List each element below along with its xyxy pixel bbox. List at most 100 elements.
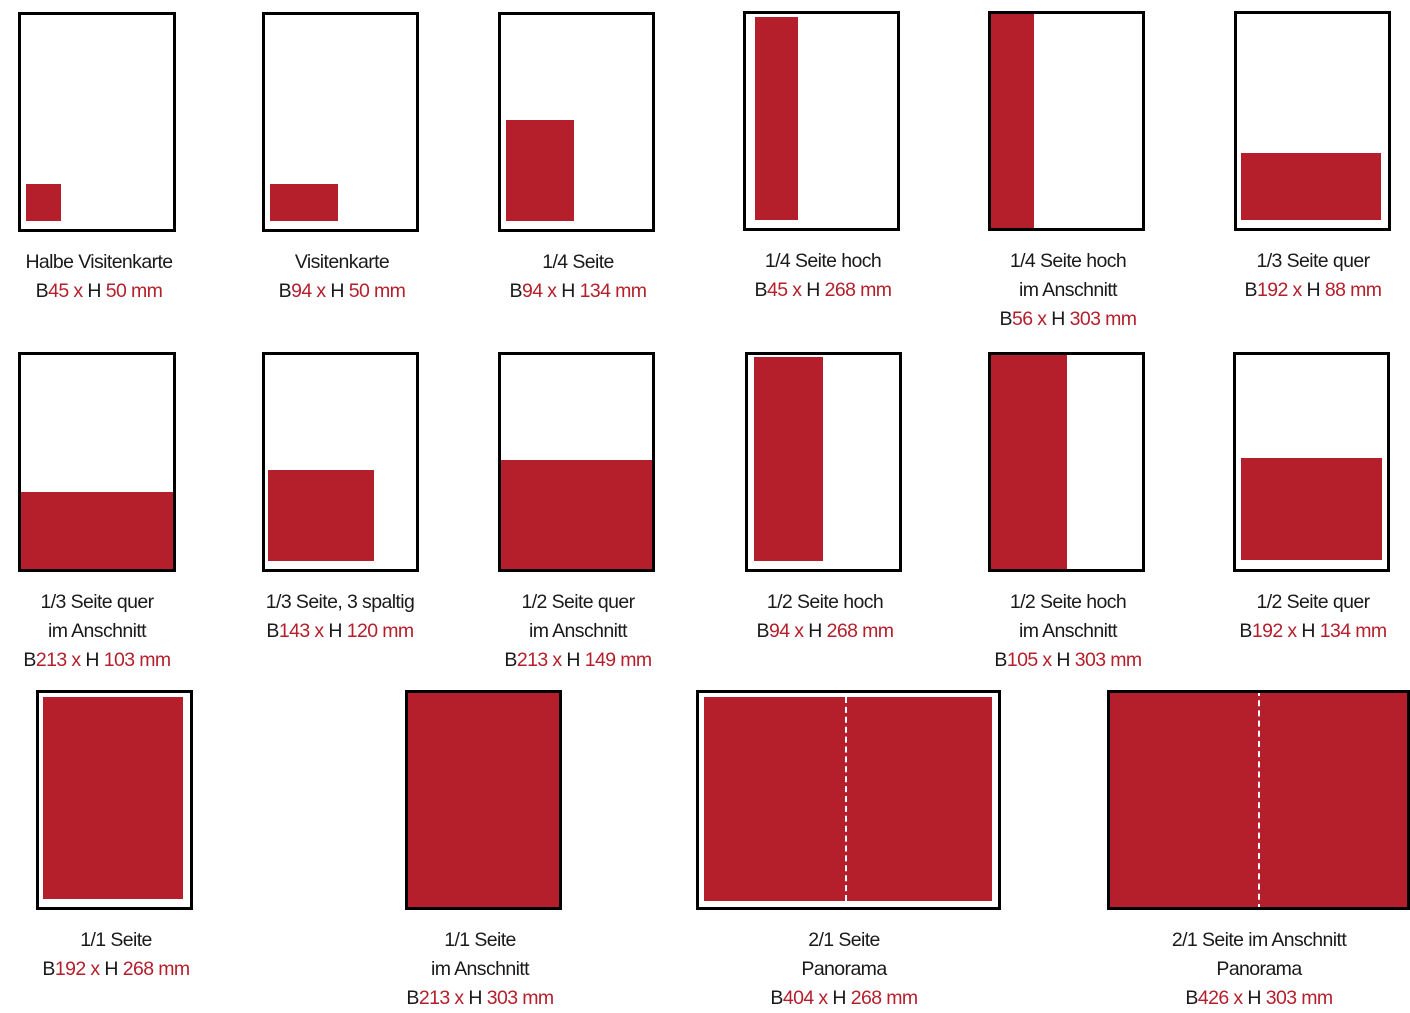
height-prefix: H <box>330 280 344 302</box>
width-prefix: B <box>504 649 517 671</box>
height-value: 268 <box>826 620 858 642</box>
width-value: 94 <box>768 620 790 642</box>
width-prefix: B <box>406 987 419 1009</box>
format-caption: 1/2 Seite hoch B94 x H 268 mm <box>705 588 945 646</box>
format-dimensions: B45 x H 50 mm <box>0 277 219 306</box>
format-dimensions: B94 x H 268 mm <box>705 617 945 646</box>
height-prefix: H <box>87 280 101 302</box>
unit-label: mm <box>886 987 918 1009</box>
ad-area <box>506 120 574 221</box>
ad-area <box>991 14 1034 228</box>
fold-line <box>845 697 847 901</box>
format-name: im Anschnitt <box>431 958 530 980</box>
format-caption: 2/1 Seite Panorama B404 x H 268 mm <box>724 926 964 1013</box>
width-prefix: B <box>754 279 768 301</box>
height-value: 88 <box>1324 279 1346 301</box>
height-prefix: H <box>1247 987 1261 1009</box>
times-sign: x <box>547 280 557 302</box>
format-caption: 1/1 Seite B192 x H 268 mm <box>0 926 236 984</box>
format-name: Panorama <box>1216 958 1302 980</box>
ad-area <box>754 357 823 561</box>
width-value: 426 <box>1197 987 1229 1009</box>
width-value: 213 <box>418 987 450 1009</box>
page-frame <box>262 352 419 572</box>
times-sign: x <box>1037 308 1047 330</box>
times-sign: x <box>1292 279 1303 301</box>
unit-label: mm <box>139 649 171 671</box>
unit-label: mm <box>382 620 414 642</box>
width-value: 94 <box>291 280 312 302</box>
page-frame <box>1234 11 1391 231</box>
times-sign: x <box>794 620 804 642</box>
unit-label: mm <box>1105 308 1137 330</box>
format-caption: 1/3 Seite, 3 spaltig B143 x H 120 mm <box>220 588 460 646</box>
ad-area <box>43 697 183 899</box>
format-dimensions: B94 x H 50 mm <box>222 277 462 306</box>
ad-area <box>21 492 173 569</box>
format-name: 1/1 Seite <box>80 929 152 951</box>
page-frame <box>498 12 655 232</box>
ad-area <box>755 17 798 220</box>
width-value: 213 <box>35 649 67 671</box>
unit-label: mm <box>1301 987 1333 1009</box>
format-dimensions: B45 x H 268 mm <box>703 276 943 305</box>
fold-line <box>1258 693 1260 907</box>
format-name: 2/1 Seite <box>808 929 880 951</box>
unit-label: mm <box>620 649 652 671</box>
width-prefix: B <box>35 280 49 302</box>
page-frame <box>262 12 419 232</box>
unit-label: mm <box>1110 649 1142 671</box>
times-sign: x <box>71 649 81 671</box>
width-value: 404 <box>782 987 814 1009</box>
width-prefix: B <box>756 620 770 642</box>
format-caption: 1/2 Seite quer B192 x H 134 mm <box>1193 588 1410 646</box>
height-prefix: H <box>561 280 575 302</box>
width-value: 192 <box>1251 620 1283 642</box>
times-sign: x <box>552 649 562 671</box>
page-frame <box>18 352 176 572</box>
format-dimensions: B213 x H 303 mm <box>360 984 600 1013</box>
height-value: 303 <box>1265 987 1297 1009</box>
times-sign: x <box>314 620 324 642</box>
unit-label: mm <box>158 958 190 980</box>
format-caption: 1/1 Seite im Anschnitt B213 x H 303 mm <box>360 926 600 1013</box>
ad-area <box>408 693 559 907</box>
format-name: 1/1 Seite <box>444 929 516 951</box>
times-sign: x <box>1287 620 1297 642</box>
format-caption: 2/1 Seite im Anschnitt Panorama B426 x H 3… <box>1139 926 1379 1013</box>
height-prefix: H <box>1056 649 1070 671</box>
format-caption: 1/4 Seite hoch im Anschnitt B56 x H 303 mm <box>948 247 1188 334</box>
width-prefix: B <box>1244 279 1258 301</box>
ad-area <box>1241 153 1381 220</box>
page-frame <box>696 690 1001 910</box>
height-value: 50 <box>348 280 370 302</box>
format-name: Halbe Visitenkarte <box>25 251 173 273</box>
unit-label: mm <box>1355 620 1387 642</box>
format-dimensions: B426 x H 303 mm <box>1139 984 1379 1013</box>
format-caption: Halbe Visitenkarte B45 x H 50 mm <box>0 248 219 306</box>
format-name: 1/2 Seite hoch <box>1009 591 1127 613</box>
format-caption: 1/4 Seite B94 x H 134 mm <box>458 248 698 306</box>
page-frame <box>988 352 1145 572</box>
format-name: Visitenkarte <box>294 251 390 273</box>
height-prefix: H <box>566 649 580 671</box>
width-prefix: B <box>266 620 279 642</box>
height-value: 268 <box>850 987 882 1009</box>
ad-area <box>268 470 374 561</box>
width-value: 45 <box>766 279 788 301</box>
height-value: 134 <box>579 280 611 302</box>
page-frame <box>36 690 193 910</box>
ad-area <box>501 460 652 569</box>
ad-area <box>26 184 61 221</box>
format-dimensions: B192 x H 268 mm <box>0 955 236 984</box>
unit-label: mm <box>374 280 406 302</box>
height-prefix: H <box>328 620 342 642</box>
width-value: 56 <box>1011 308 1033 330</box>
width-value: 94 <box>521 280 543 302</box>
format-name: im Anschnitt <box>529 620 628 642</box>
format-dimensions: B94 x H 134 mm <box>458 277 698 306</box>
format-dimensions: B213 x H 103 mm <box>0 646 217 675</box>
format-caption: 1/3 Seite quer B192 x H 88 mm <box>1193 247 1410 305</box>
page-frame <box>1233 352 1390 572</box>
format-name: im Anschnitt <box>48 620 147 642</box>
